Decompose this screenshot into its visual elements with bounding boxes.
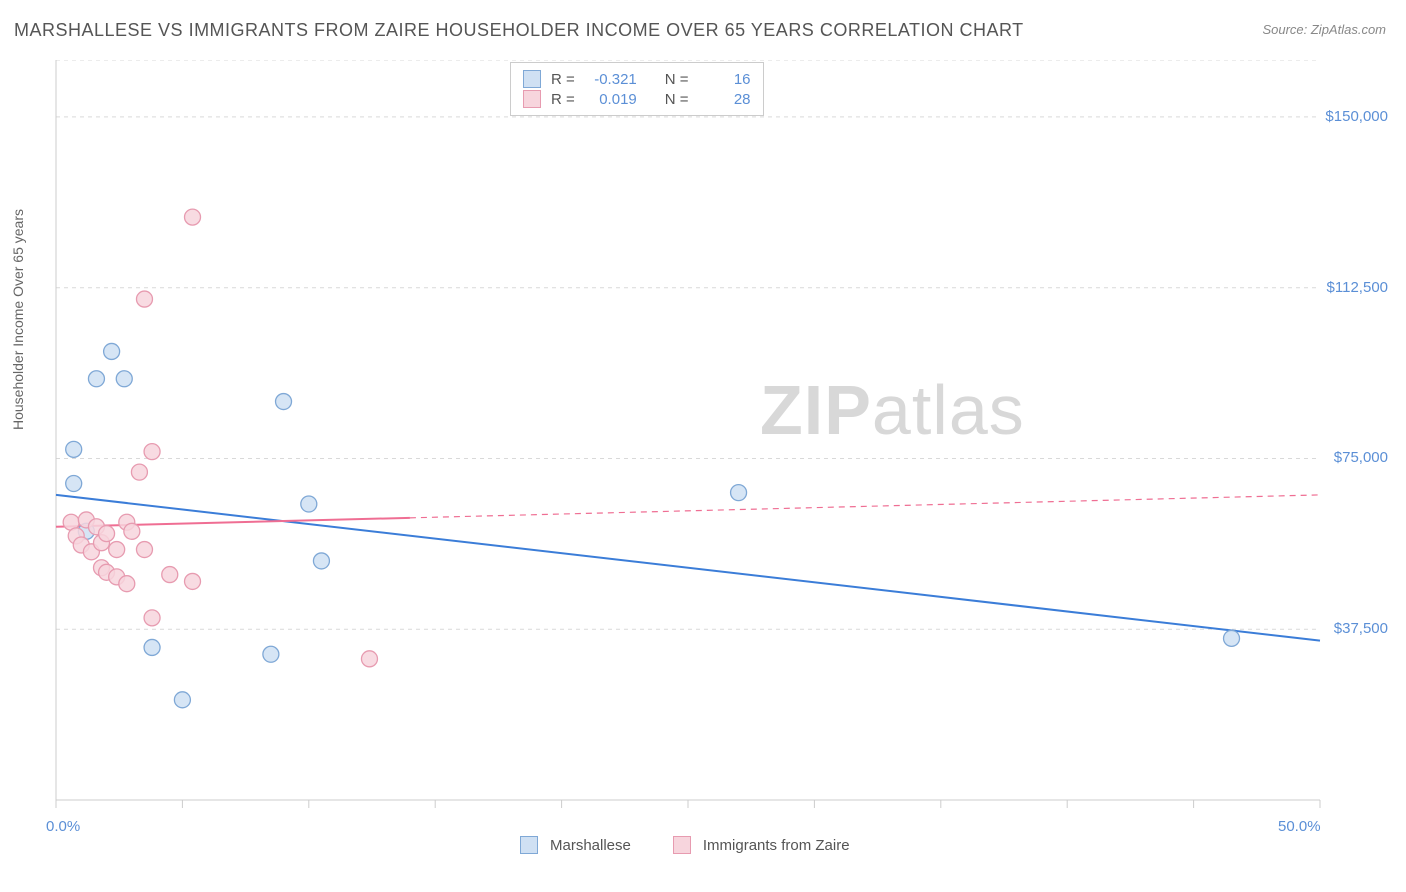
chart-title: MARSHALLESE VS IMMIGRANTS FROM ZAIRE HOU…	[14, 20, 1024, 41]
bottom-legend: Marshallese Immigrants from Zaire	[520, 836, 850, 854]
x-tick-label: 0.0%	[46, 818, 80, 835]
series2-n-value: 28	[699, 91, 751, 108]
y-tick-label: $37,500	[1334, 620, 1388, 637]
series1-swatch	[523, 70, 541, 88]
correlation-legend: R = -0.321 N = 16 R = 0.019 N = 28	[510, 62, 764, 116]
correlation-row-1: R = -0.321 N = 16	[523, 69, 751, 89]
series2-swatch-bottom	[673, 836, 691, 854]
series2-legend-label: Immigrants from Zaire	[703, 837, 850, 854]
y-tick-label: $75,000	[1334, 449, 1388, 466]
y-tick-label: $150,000	[1325, 108, 1388, 125]
x-tick-label: 50.0%	[1278, 818, 1321, 835]
correlation-row-2: R = 0.019 N = 28	[523, 89, 751, 109]
series2-swatch	[523, 90, 541, 108]
series1-swatch-bottom	[520, 836, 538, 854]
series1-r-value: -0.321	[585, 71, 637, 88]
y-axis-label: Householder Income Over 65 years	[10, 209, 26, 430]
r-label: R =	[551, 71, 575, 88]
r-label: R =	[551, 91, 575, 108]
source-attribution: Source: ZipAtlas.com	[1262, 22, 1386, 37]
scatter-chart	[50, 60, 1390, 820]
n-label: N =	[665, 91, 689, 108]
n-label: N =	[665, 71, 689, 88]
series1-legend-label: Marshallese	[550, 837, 631, 854]
series2-r-value: 0.019	[585, 91, 637, 108]
y-tick-label: $112,500	[1327, 279, 1388, 296]
series1-n-value: 16	[699, 71, 751, 88]
